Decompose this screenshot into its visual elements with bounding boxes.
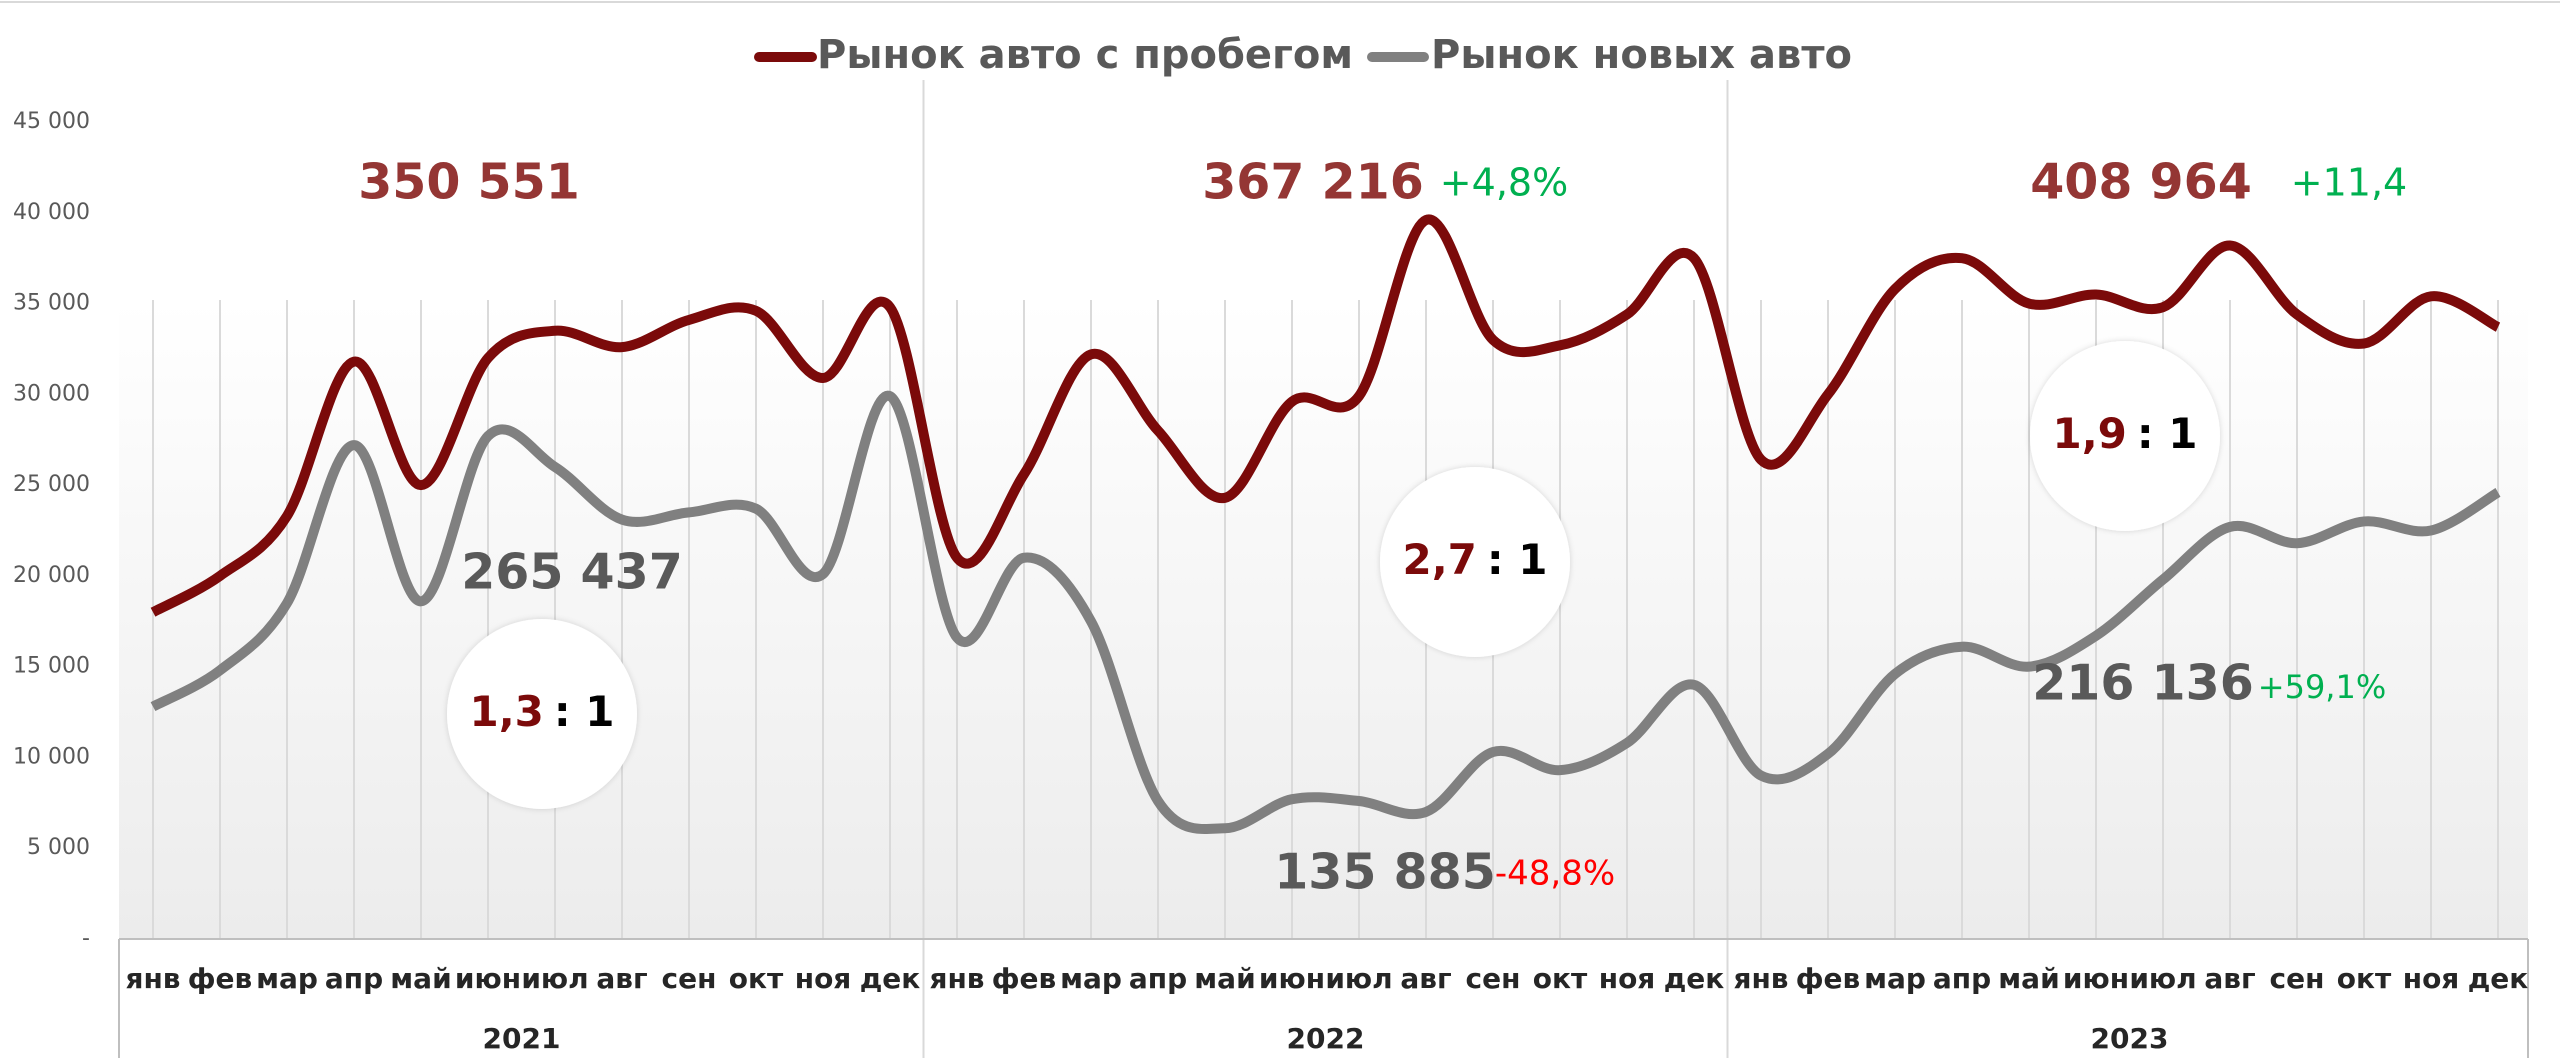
x-tick-label: фев [992, 962, 1057, 995]
annotation: +4,8% [1440, 161, 1568, 205]
x-tick-label: окт [2337, 962, 2392, 995]
x-tick-label: июл [521, 962, 588, 995]
ratio-circle [447, 619, 637, 809]
year-label: 2021 [483, 1022, 561, 1055]
x-tick-label: авг [596, 962, 647, 995]
y-tick-label: 15 000 [13, 654, 90, 679]
y-tick-label: - [82, 926, 90, 951]
ratio-text: 1,9: 1 [2052, 409, 2197, 458]
annotation: 367 216 [1202, 154, 1424, 211]
x-tick-label: дек [1664, 962, 1725, 995]
x-tick-label: июл [1325, 962, 1392, 995]
x-tick-label: июн [455, 962, 521, 995]
x-tick-label: июн [2063, 962, 2129, 995]
legend-label: Рынок новых авто [1431, 32, 1852, 78]
x-tick-label: сен [2270, 962, 2325, 995]
x-tick-label: ноя [2403, 962, 2460, 995]
series-line [150, 214, 2501, 617]
annotation: +11,4 [2291, 161, 2407, 205]
ratio-circle [2030, 341, 2220, 531]
x-tick-label: июл [2129, 962, 2196, 995]
x-tick-label: окт [729, 962, 784, 995]
year-label: 2022 [1287, 1022, 1365, 1055]
annotation: 216 136 [2032, 655, 2254, 712]
annotation: 265 437 [461, 544, 683, 601]
x-tick-label: сен [662, 962, 717, 995]
annotation: 350 551 [358, 154, 580, 211]
x-tick-label: авг [1400, 962, 1451, 995]
x-tick-label: янв [1733, 962, 1788, 995]
x-tick-label: ноя [1599, 962, 1656, 995]
year-label: 2023 [2091, 1022, 2169, 1055]
series-line [150, 391, 2501, 835]
y-tick-label: 30 000 [13, 381, 90, 406]
x-tick-label: апр [325, 962, 383, 995]
y-tick-label: 20 000 [13, 563, 90, 588]
ratio-left: 2,7 [1402, 535, 1476, 584]
legend-label: Рынок авто с пробегом [817, 32, 1353, 78]
x-tick-label: мар [1060, 962, 1122, 995]
ratio-text: 2,7: 1 [1402, 535, 1547, 584]
ratio-right: : 1 [1487, 535, 1548, 584]
ratio-text: 1,3: 1 [469, 687, 614, 736]
annotation: -48,8% [1495, 854, 1615, 894]
x-tick-label: дек [2468, 962, 2529, 995]
x-tick-label: апр [1129, 962, 1187, 995]
ratio-left: 1,3 [469, 687, 543, 736]
x-tick-label: мар [1864, 962, 1926, 995]
x-tick-label: май [1194, 962, 1255, 995]
y-tick-label: 5 000 [27, 835, 90, 860]
ratio-right: : 1 [2137, 409, 2198, 458]
x-tick-label: май [390, 962, 451, 995]
ratio-circle [1380, 467, 1570, 657]
x-tick-label: фев [188, 962, 253, 995]
ratio-left: 1,9 [2052, 409, 2126, 458]
y-tick-label: 25 000 [13, 472, 90, 497]
ratio-right: : 1 [554, 687, 615, 736]
x-tick-label: мар [256, 962, 318, 995]
y-tick-label: 10 000 [13, 744, 90, 769]
annotation: +59,1% [2258, 668, 2386, 706]
x-tick-label: сен [1466, 962, 1521, 995]
x-tick-label: янв [929, 962, 984, 995]
x-tick-label: авг [2204, 962, 2255, 995]
x-tick-label: май [1998, 962, 2059, 995]
x-tick-label: фев [1796, 962, 1861, 995]
x-tick-label: окт [1533, 962, 1588, 995]
x-tick-label: июн [1259, 962, 1325, 995]
y-tick-label: 40 000 [13, 200, 90, 225]
annotation: 408 964 [2030, 154, 2252, 211]
x-tick-label: дек [860, 962, 921, 995]
x-tick-label: ноя [795, 962, 852, 995]
x-tick-label: апр [1933, 962, 1991, 995]
annotation: 135 885 [1274, 844, 1496, 901]
x-tick-label: янв [125, 962, 180, 995]
y-tick-label: 45 000 [13, 109, 90, 134]
y-tick-label: 35 000 [13, 291, 90, 316]
